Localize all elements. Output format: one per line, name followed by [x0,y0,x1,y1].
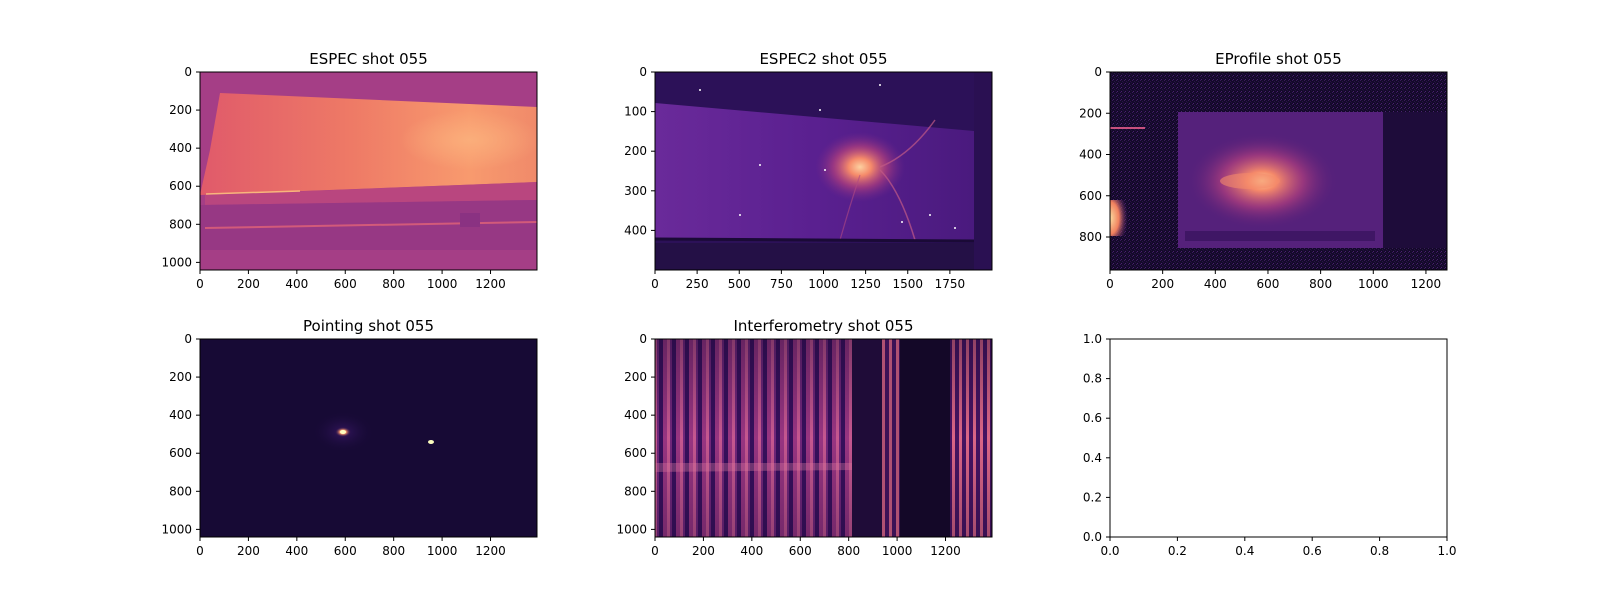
eprofile-xtick-label: 400 [1204,277,1227,291]
espec-ytick-label: 1000 [161,255,192,269]
espec-xtick-label: 200 [237,277,260,291]
espec-ytick-label: 600 [169,179,192,193]
eprofile-ytick-label: 0 [1094,65,1102,79]
panel-eprofile: EProfile shot 055 0 200 400 600 800 1000 1200 0 2… [1079,50,1448,291]
empty-xtick-label: 0.6 [1303,544,1322,558]
interferometry-xtick-label: 1000 [882,544,913,558]
interferometry-xtick-label: 1200 [930,544,961,558]
eprofile-image [1110,72,1447,270]
eprofile-xtick-label: 600 [1257,277,1280,291]
espec-ytick-label: 200 [169,103,192,117]
espec-xtick-label: 600 [334,277,357,291]
pointing-ytick-label: 600 [169,446,192,460]
espec-ytick-label: 800 [169,217,192,231]
espec-plot-frame [199,71,538,271]
empty-ytick-label: 1.0 [1083,332,1102,346]
espec-image [200,72,540,270]
interferometry-xtick-label: 0 [651,544,659,558]
empty-xtick-label: 0.8 [1370,544,1389,558]
pointing-xtick-label: 200 [237,544,260,558]
eprofile-xtick-label: 1000 [1358,277,1389,291]
empty-xtick-label: 0.2 [1168,544,1187,558]
eprofile-ytick-label: 600 [1079,189,1102,203]
interferometry-ytick-label: 800 [624,484,647,498]
empty-xtick-label: 0.0 [1100,544,1119,558]
espec2-xtick-label: 1000 [808,277,839,291]
pointing-ytick-label: 200 [169,370,192,384]
empty-xtick-label: 0.4 [1235,544,1254,558]
espec-ytick-label: 0 [184,65,192,79]
panel-empty: 0.0 0.2 0.4 0.6 0.8 1.0 0.0 0.2 0.4 0.6 0.8 1.0 [1083,332,1457,558]
interferometry-ytick-label: 0 [639,332,647,346]
eprofile-xtick-label: 1200 [1411,277,1442,291]
espec2-ytick-label: 100 [624,105,647,119]
empty-ytick-label: 0.4 [1083,451,1102,465]
eprofile-ytick-label: 200 [1079,106,1102,120]
espec2-ytick-label: 200 [624,144,647,158]
pointing-ytick-label: 0 [184,332,192,346]
espec-xtick-label: 0 [196,277,204,291]
interferometry-xtick-label: 800 [837,544,860,558]
espec2-image [654,72,992,270]
pointing-plot-frame [199,338,538,538]
interferometry-ytick-label: 200 [624,370,647,384]
interferometry-ytick-label: 400 [624,408,647,422]
eprofile-title: EProfile shot 055 [1215,50,1342,68]
espec-xtick-label: 1200 [475,277,506,291]
espec2-xtick-label: 250 [686,277,709,291]
espec2-xtick-label: 750 [770,277,793,291]
pointing-xtick-label: 600 [334,544,357,558]
espec-title: ESPEC shot 055 [309,50,428,68]
panel-interferometry: Interferometry shot 055 0 200 400 600 800 1000… [616,317,993,558]
espec2-xtick-label: 1500 [892,277,923,291]
eprofile-plot-frame [1109,71,1448,271]
pointing-ytick-label: 400 [169,408,192,422]
interferometry-xtick-label: 200 [692,544,715,558]
espec-ytick-label: 400 [169,141,192,155]
espec2-xtick-label: 500 [728,277,751,291]
pointing-xtick-label: 1000 [427,544,458,558]
espec-xtick-label: 800 [382,277,405,291]
panel-espec: ESPEC shot 055 0 200 400 600 800 1000 1200 0 200 4… [161,50,540,291]
pointing-title: Pointing shot 055 [303,317,434,335]
espec2-ytick-label: 300 [624,184,647,198]
espec2-xtick-label: 1750 [935,277,966,291]
pointing-image [200,339,537,537]
eprofile-ytick-label: 400 [1079,148,1102,162]
interferometry-xtick-label: 600 [789,544,812,558]
empty-ytick-label: 0.8 [1083,372,1102,386]
interferometry-xtick-label: 400 [740,544,763,558]
empty-xtick-label: 1.0 [1437,544,1456,558]
panel-pointing: Pointing shot 055 0 200 400 600 800 1000 1200 0 2… [161,317,538,558]
eprofile-xtick-label: 200 [1151,277,1174,291]
espec2-title: ESPEC2 shot 055 [759,50,887,68]
espec-xtick-label: 1000 [427,277,458,291]
pointing-xtick-label: 0 [196,544,204,558]
espec2-ytick-label: 400 [624,223,647,237]
eprofile-xtick-label: 0 [1106,277,1114,291]
empty-plot-frame [1109,338,1448,538]
pointing-ytick-label: 800 [169,484,192,498]
empty-ytick-label: 0.6 [1083,411,1102,425]
empty-ytick-label: 0.2 [1083,490,1102,504]
espec2-xtick-label: 0 [651,277,659,291]
eprofile-ytick-label: 800 [1079,230,1102,244]
pointing-ytick-label: 1000 [161,522,192,536]
pointing-xtick-label: 400 [285,544,308,558]
interferometry-image [655,339,992,537]
pointing-xtick-label: 800 [382,544,405,558]
eprofile-xtick-label: 800 [1309,277,1332,291]
pointing-xtick-label: 1200 [475,544,506,558]
interferometry-title: Interferometry shot 055 [733,317,913,335]
interferometry-plot-frame [654,338,993,538]
empty-ytick-label: 0.0 [1083,530,1102,544]
interferometry-ytick-label: 1000 [616,522,647,536]
espec-xtick-label: 400 [285,277,308,291]
interferometry-ytick-label: 600 [624,446,647,460]
espec2-xtick-label: 1250 [850,277,881,291]
espec2-ytick-label: 0 [639,65,647,79]
